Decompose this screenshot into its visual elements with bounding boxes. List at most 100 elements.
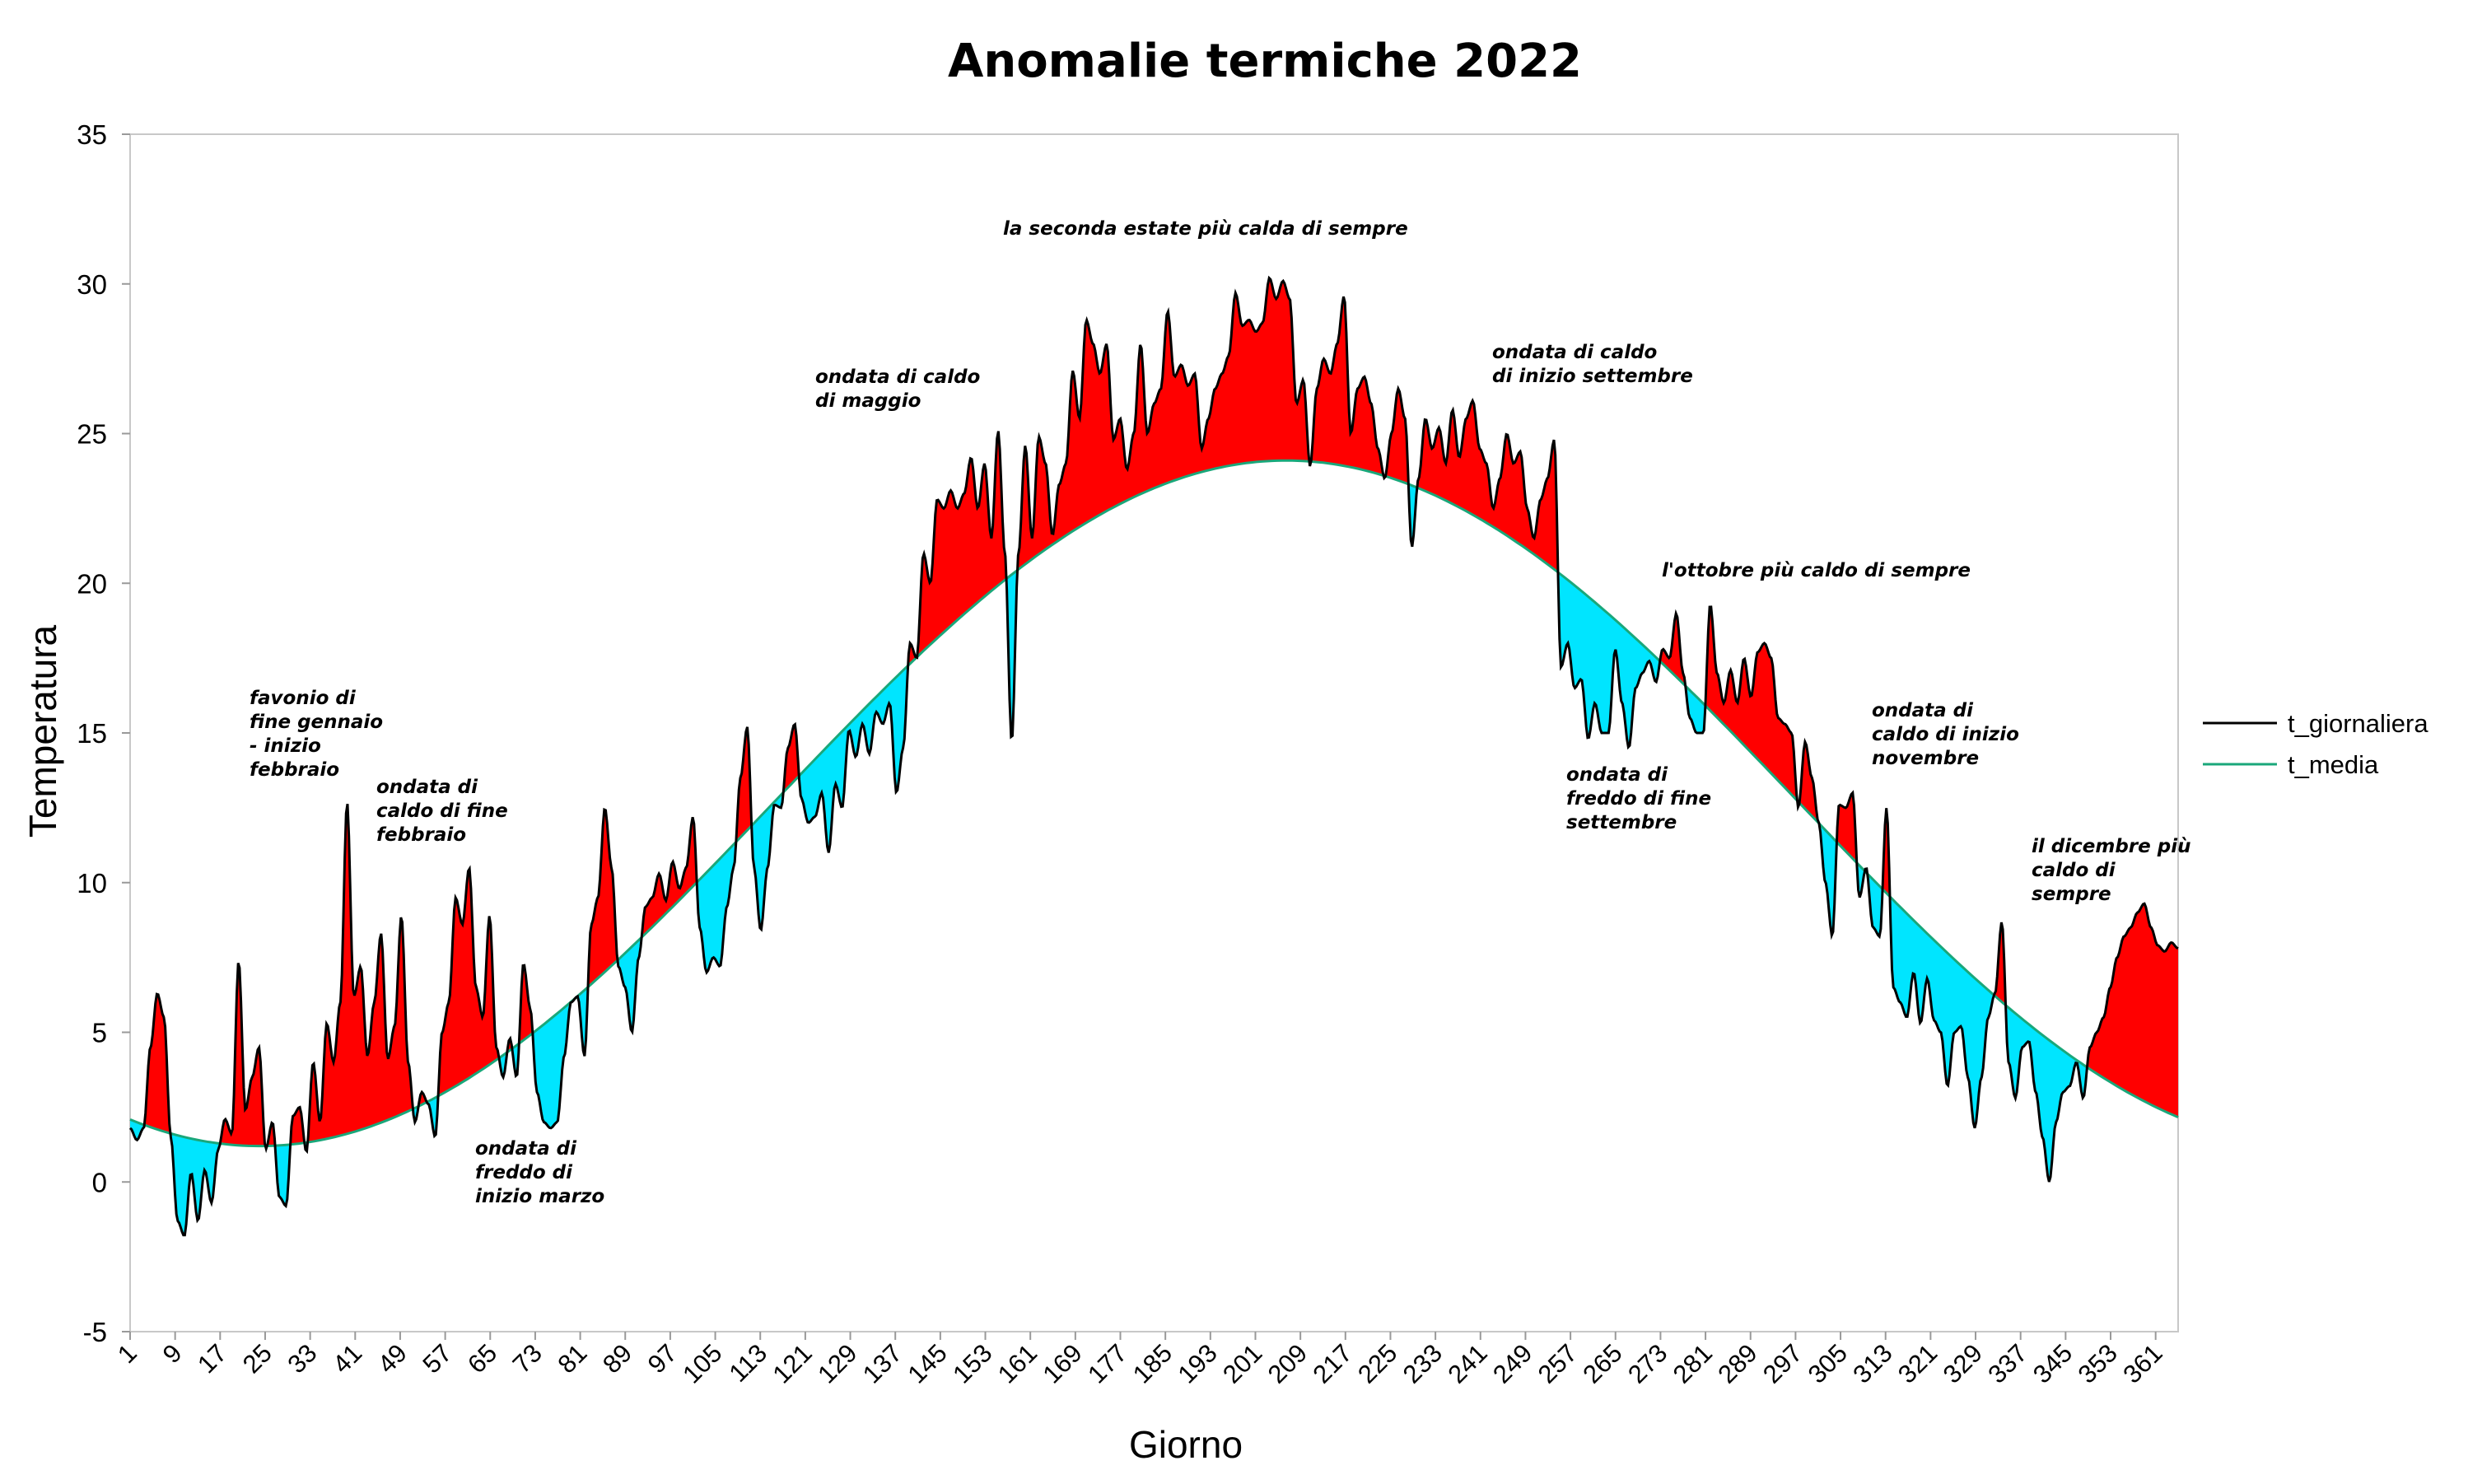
legend-label: t_giornaliera [2288, 709, 2428, 738]
x-tick-label: 337 [1982, 1338, 2032, 1388]
y-tick-label: 25 [77, 419, 107, 450]
x-tick-label: 65 [462, 1338, 502, 1379]
annotation: ondata di caldo di maggio [815, 366, 980, 412]
y-tick-label: 35 [77, 119, 107, 150]
y-axis-title: Temperatura [21, 624, 64, 838]
cold-anomaly-area [170, 1133, 222, 1235]
x-tick-label: 201 [1217, 1338, 1267, 1388]
warm-anomaly-area [438, 869, 501, 1096]
warm-anomaly-area [589, 810, 618, 987]
x-tick-label: 9 [157, 1338, 188, 1369]
warm-anomaly-area [291, 1107, 306, 1150]
y-tick-label: 15 [77, 718, 107, 749]
annotation-line: ondata di [1566, 764, 1668, 786]
annotation-line: ondata di [376, 777, 478, 798]
annotation: ondata di caldo di inizio settembre [1492, 342, 1693, 387]
y-tick-label: 20 [77, 568, 107, 599]
annotation-line: l'ottobre più caldo di sempre [1662, 560, 1971, 581]
x-tick-label: 81 [552, 1338, 592, 1379]
x-tick-label: 73 [507, 1338, 548, 1379]
x-tick-label: 105 [677, 1338, 727, 1388]
x-tick-label: 49 [372, 1338, 413, 1379]
annotation-line: febbraio [376, 824, 466, 846]
x-tick-label: 265 [1577, 1338, 1627, 1388]
annotation-line: la seconda estate più calda di sempre [1003, 218, 1408, 240]
x-tick-label: 345 [2027, 1338, 2078, 1388]
warm-anomaly-area [1706, 607, 1799, 807]
annotation-line: ondata di [1872, 700, 1974, 721]
annotation: il dicembre più caldo di sempre [2032, 836, 2190, 905]
annotation-line: novembre [1872, 748, 1979, 769]
x-tick-label: 305 [1803, 1338, 1853, 1388]
x-tick-label: 217 [1307, 1338, 1357, 1388]
annotation: ondata di caldo di fine febbraio [376, 777, 508, 846]
x-tick-label: 129 [812, 1338, 862, 1388]
annotation: ondata di caldo di inizio novembre [1872, 700, 2019, 769]
y-tick-label: -5 [83, 1317, 107, 1347]
x-tick-label: 313 [1847, 1338, 1897, 1388]
annotation-line: settembre [1566, 812, 1677, 833]
x-tick-label: 249 [1487, 1338, 1537, 1388]
y-tick-label: 30 [77, 269, 107, 300]
x-tick-label: 289 [1712, 1338, 1762, 1388]
annotation-line: febbraio [250, 759, 339, 781]
x-tick-label: 25 [237, 1338, 278, 1379]
x-tick-label: 97 [642, 1338, 683, 1379]
warm-anomaly-area [641, 817, 697, 937]
warm-anomaly-area [1994, 922, 2008, 1043]
annotation-line: fine gennaio [250, 712, 383, 733]
t-giornaliera-line [128, 275, 2179, 1237]
annotation-line: il dicembre più [2032, 836, 2190, 857]
warm-anomaly-area [221, 963, 267, 1149]
x-tick-label: 145 [902, 1338, 952, 1388]
x-tick-label: 281 [1668, 1338, 1718, 1388]
x-tick-label: 17 [192, 1338, 232, 1379]
chart-title: Anomalie termiche 2022 [948, 35, 1582, 88]
annotation-line: sempre [2032, 884, 2111, 905]
annotation-line: di inizio settembre [1492, 366, 1693, 387]
warm-anomaly-area [1018, 278, 1310, 570]
x-tick-label: 297 [1757, 1338, 1808, 1388]
x-tick-label: 177 [1082, 1338, 1132, 1388]
warm-anomaly-area [1387, 389, 1410, 511]
warm-anomaly-area [2088, 903, 2178, 1118]
cold-anomaly-area [1890, 897, 1994, 1128]
plot-area [129, 133, 2179, 1332]
x-tick-label: 121 [767, 1338, 818, 1388]
x-tick-label: 361 [2117, 1338, 2167, 1388]
x-tick-label: 273 [1622, 1338, 1673, 1388]
annotation-line: - inizio [250, 735, 321, 757]
annotation: favonio di fine gennaio - inizio febbraio [250, 688, 383, 781]
x-tick-label: 41 [327, 1338, 367, 1379]
warm-anomaly-area [1417, 400, 1559, 578]
annotation-line: favonio di [250, 688, 357, 709]
x-tick-label: 57 [417, 1338, 457, 1379]
annotation-line: di maggio [815, 390, 921, 412]
cold-anomaly-area [618, 931, 642, 1032]
annotation-line: caldo di inizio [1872, 724, 2019, 745]
annotation: ondata di freddo di inizio marzo [475, 1138, 604, 1207]
annotation-line: caldo di fine [376, 800, 508, 822]
x-tick-label: 209 [1262, 1338, 1313, 1388]
legend-label: t_media [2288, 750, 2379, 779]
annotation-line: freddo di fine [1566, 788, 1711, 810]
warm-anomaly-area [783, 724, 800, 792]
y-tick-label: 10 [77, 868, 107, 898]
warm-anomaly-area [520, 965, 533, 1043]
y-tick-label: 0 [92, 1167, 107, 1197]
x-tick-label: 153 [947, 1338, 997, 1388]
x-tick-label: 353 [2073, 1338, 2123, 1388]
x-tick-label: 233 [1397, 1338, 1448, 1388]
x-tick-label: 113 [723, 1338, 772, 1388]
warm-anomaly-area [1660, 614, 1687, 689]
x-tick-label: 241 [1442, 1338, 1492, 1388]
annotation: ondata di freddo di fine settembre [1566, 764, 1711, 833]
x-tick-label: 225 [1352, 1338, 1402, 1388]
legend: t_giornaliera t_media [2203, 709, 2428, 779]
series-lines [128, 275, 2179, 1237]
annotation-line: ondata di caldo [1492, 342, 1657, 363]
warm-anomaly-area [908, 643, 917, 665]
x-tick-label: 257 [1533, 1338, 1583, 1388]
